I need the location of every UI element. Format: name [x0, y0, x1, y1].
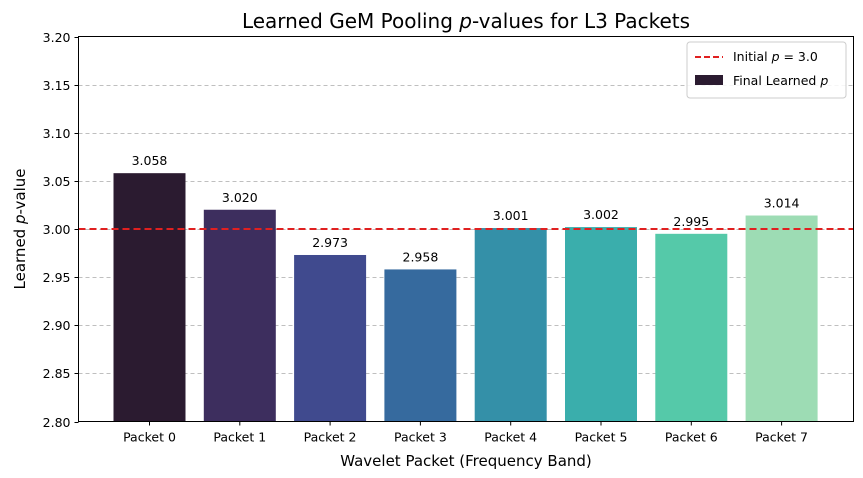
- bar-packet-4: [474, 228, 547, 422]
- bar-packet-5: [565, 227, 637, 422]
- x-tick-label: Packet 5: [575, 430, 628, 445]
- bar-value-label: 2.973: [312, 235, 348, 250]
- x-tick-label: Packet 1: [213, 430, 266, 445]
- bar-packet-1: [203, 209, 276, 422]
- x-axis-title: Wavelet Packet (Frequency Band): [340, 452, 592, 470]
- bar-packet-0: [113, 173, 186, 422]
- y-axis-title: Learned p-value: [11, 169, 29, 290]
- legend-initial-p: Initial p = 3.0: [733, 49, 818, 64]
- x-tick-label: Packet 3: [394, 430, 447, 445]
- legend-box: [686, 41, 847, 99]
- y-tick-label: 3.05: [43, 174, 71, 189]
- bar-value-label: 3.001: [493, 208, 529, 223]
- bar-value-labels: 3.058 3.020 2.973 2.958 3.001 3.002 2.995 3.014: [132, 153, 800, 264]
- bar-value-label: 3.020: [222, 190, 258, 205]
- y-ticks: 2.80 2.85 2.90 2.95 3.00 3.05 3.10 3.15 3.20: [43, 30, 79, 430]
- x-tick-label: Packet 2: [304, 430, 357, 445]
- bar-value-label: 2.958: [403, 249, 439, 264]
- chart-title: Learned GeM Pooling p-values for L3 Pack…: [242, 9, 690, 33]
- legend-final-learned-p: Final Learned p: [733, 73, 828, 88]
- y-tick-label: 2.80: [43, 415, 71, 430]
- bar-packet-2: [294, 254, 367, 422]
- bar-packet-6: [655, 233, 728, 422]
- y-tick-label: 2.90: [43, 318, 71, 333]
- y-tick-label: 2.85: [43, 366, 71, 381]
- y-tick-label: 3.00: [43, 222, 71, 237]
- bar-value-label: 3.014: [764, 196, 800, 211]
- x-tick-label: Packet 6: [665, 430, 718, 445]
- bar-value-label: 3.058: [132, 153, 168, 168]
- x-tick-label: Packet 7: [755, 430, 808, 445]
- bar-packet-3: [384, 269, 457, 422]
- y-tick-label: 3.15: [43, 78, 71, 93]
- legend: Initial p = 3.0 Final Learned p: [686, 41, 847, 99]
- bar-value-label: 3.002: [583, 207, 619, 222]
- bar-packet-7: [745, 215, 818, 422]
- x-ticks: Packet 0 Packet 1 Packet 2 Packet 3 Packet 4…: [123, 421, 808, 445]
- legend-bar-swatch: [695, 75, 723, 85]
- y-tick-label: 3.20: [43, 30, 71, 45]
- y-tick-label: 3.10: [43, 126, 71, 141]
- x-tick-label: Packet 4: [484, 430, 537, 445]
- bars: [113, 173, 818, 422]
- x-tick-label: Packet 0: [123, 430, 176, 445]
- bar-value-label: 2.995: [673, 214, 709, 229]
- y-tick-label: 2.95: [43, 270, 71, 285]
